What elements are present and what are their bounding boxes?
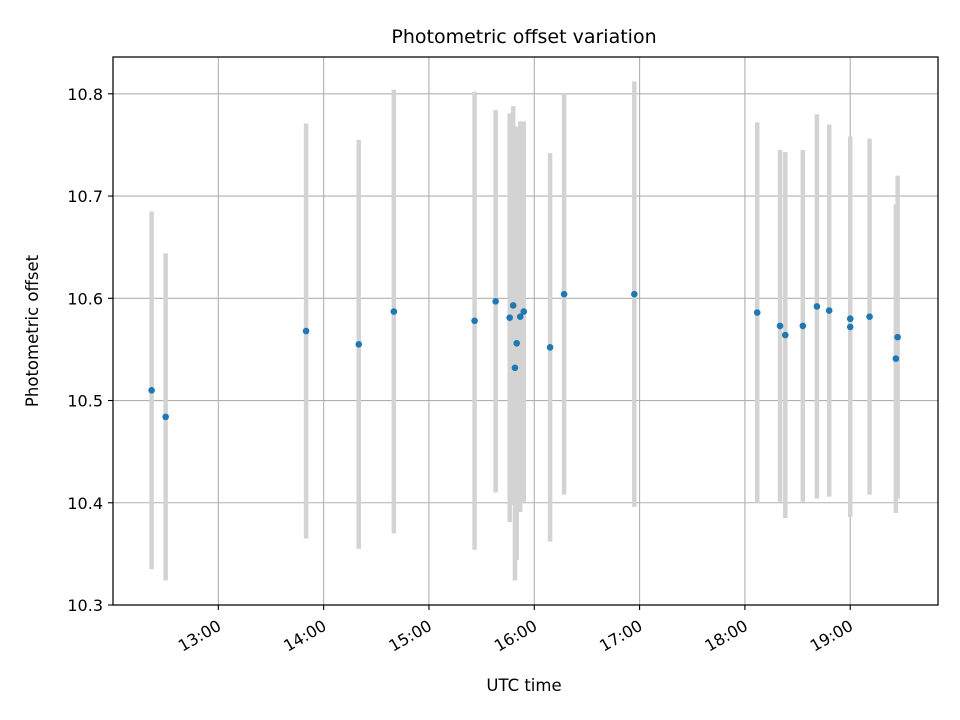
data-point [513, 339, 521, 347]
data-point [631, 290, 638, 298]
data-point [781, 331, 789, 339]
x-axis-title: UTC time [486, 676, 561, 695]
data-point [560, 290, 568, 298]
data-point [894, 333, 901, 341]
y-tick-label: 10.7 [67, 187, 103, 206]
data-point [753, 309, 761, 316]
y-tick-label: 10.4 [67, 494, 103, 513]
y-tick-label: 10.6 [67, 289, 103, 308]
data-points [148, 290, 901, 421]
data-point [799, 322, 807, 330]
data-point [390, 308, 398, 315]
x-axis-ticks: 13:00 14:00 15:00 16:00 17:00 18:00 19:00 [175, 605, 856, 656]
y-tick-label: 10.5 [67, 392, 103, 411]
data-point [509, 302, 517, 309]
data-point [892, 355, 900, 362]
plot-frame [112, 56, 939, 606]
chart-title: Photometric offset variation [391, 26, 656, 48]
data-point [506, 314, 514, 322]
y-tick-label: 10.3 [67, 596, 103, 615]
data-point [546, 344, 554, 351]
y-axis-ticks: 10.3 10.4 10.5 10.6 10.7 10.8 [67, 85, 113, 615]
data-point [302, 327, 310, 335]
data-point [355, 340, 363, 348]
data-point [162, 413, 169, 421]
data-point [516, 313, 524, 320]
data-point [825, 307, 833, 314]
data-point [492, 298, 499, 305]
y-axis-title: Photometric offset [23, 254, 42, 407]
data-point [813, 303, 821, 310]
y-tick-label: 10.8 [67, 85, 103, 104]
data-point [846, 323, 854, 331]
data-point [866, 313, 873, 320]
data-point [148, 386, 155, 394]
data-point [471, 317, 478, 325]
data-point [846, 315, 854, 323]
data-point [776, 322, 784, 330]
data-point [520, 308, 528, 315]
data-point [511, 364, 519, 372]
